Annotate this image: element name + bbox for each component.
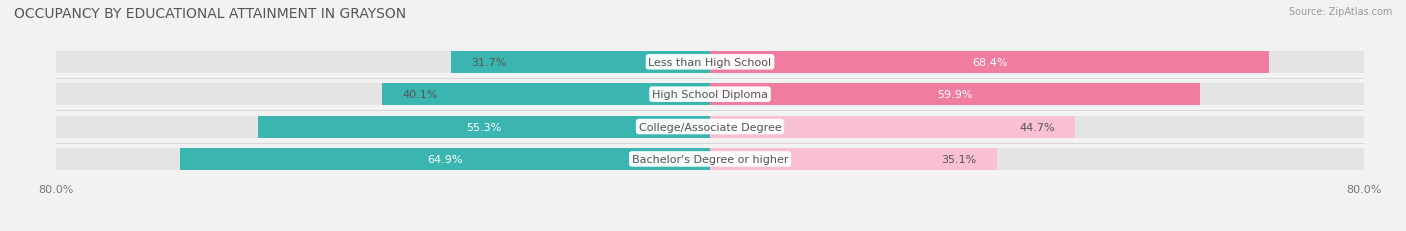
Bar <box>56 148 710 170</box>
Bar <box>710 52 1364 73</box>
Text: Source: ZipAtlas.com: Source: ZipAtlas.com <box>1288 7 1392 17</box>
Text: 31.7%: 31.7% <box>471 58 506 67</box>
Bar <box>710 116 1076 138</box>
Text: 44.7%: 44.7% <box>1019 122 1054 132</box>
Bar <box>710 148 1364 170</box>
Text: 68.4%: 68.4% <box>972 58 1007 67</box>
Bar <box>451 52 710 73</box>
Bar <box>710 52 1270 73</box>
Text: College/Associate Degree: College/Associate Degree <box>638 122 782 132</box>
Bar <box>56 84 710 106</box>
Bar <box>710 84 1199 106</box>
Bar <box>710 148 997 170</box>
Text: 64.9%: 64.9% <box>427 154 463 164</box>
Bar <box>56 52 710 73</box>
Text: 40.1%: 40.1% <box>402 90 439 100</box>
Text: Less than High School: Less than High School <box>648 58 772 67</box>
Bar <box>710 116 1364 138</box>
Bar <box>56 116 710 138</box>
Bar <box>180 148 710 170</box>
Text: High School Diploma: High School Diploma <box>652 90 768 100</box>
Text: 55.3%: 55.3% <box>467 122 502 132</box>
Text: Bachelor's Degree or higher: Bachelor's Degree or higher <box>631 154 789 164</box>
Bar <box>382 84 710 106</box>
Text: 35.1%: 35.1% <box>941 154 976 164</box>
Bar <box>259 116 710 138</box>
Text: 59.9%: 59.9% <box>936 90 973 100</box>
Text: OCCUPANCY BY EDUCATIONAL ATTAINMENT IN GRAYSON: OCCUPANCY BY EDUCATIONAL ATTAINMENT IN G… <box>14 7 406 21</box>
Bar <box>710 84 1364 106</box>
